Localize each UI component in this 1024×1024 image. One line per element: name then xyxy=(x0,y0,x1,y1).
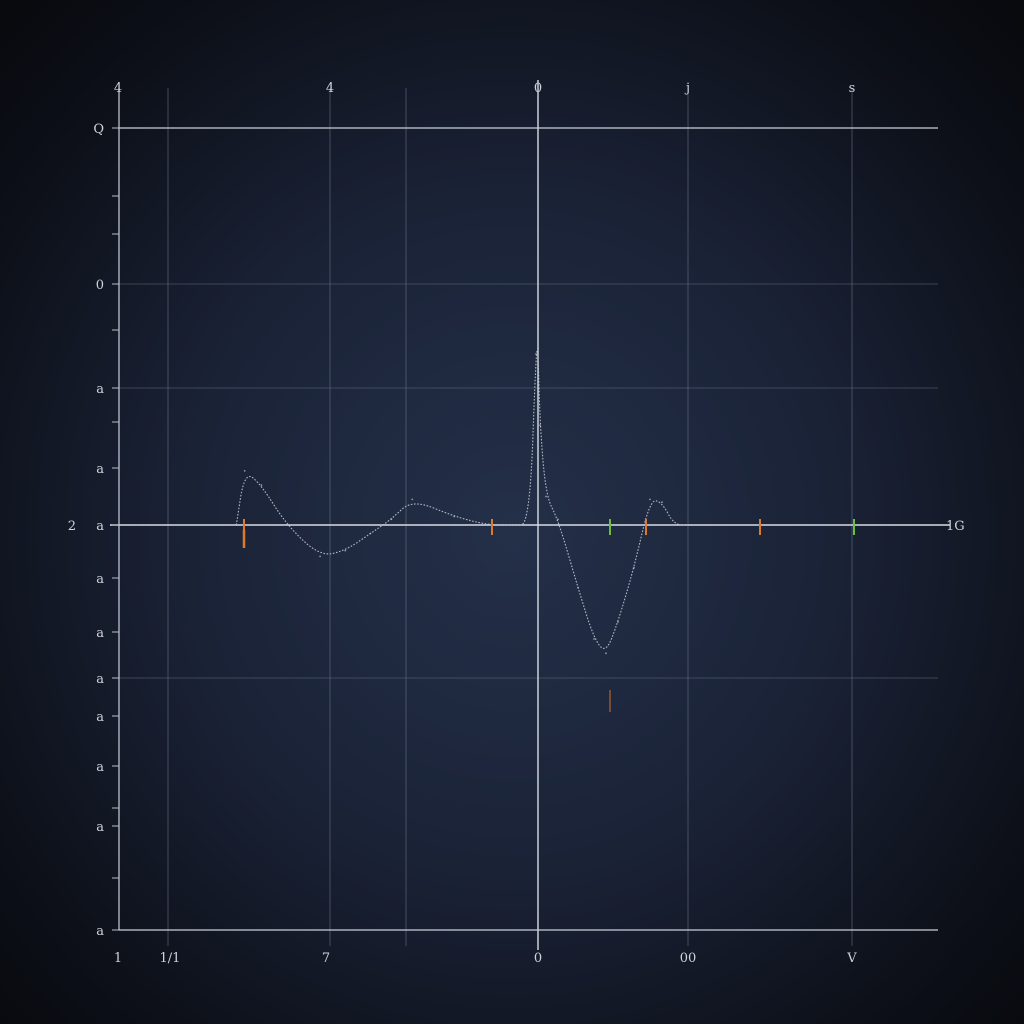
series-point xyxy=(633,566,635,569)
bottom-tick-label: 00 xyxy=(680,951,697,966)
left-tick-label: 0 xyxy=(96,278,104,293)
top-tick-label: j xyxy=(684,81,690,96)
series-point xyxy=(537,347,539,350)
series-point xyxy=(243,470,246,472)
top-tick-label: 4 xyxy=(326,81,334,96)
series-point xyxy=(260,484,263,486)
series-point xyxy=(689,524,691,526)
top-tick-label: 4 xyxy=(114,81,122,96)
bottom-tick-label: 1/1 xyxy=(160,951,181,966)
left-tick-label: a xyxy=(96,760,104,775)
zero-line-right-label: 1G xyxy=(946,519,965,534)
series-point xyxy=(512,524,514,526)
series-point xyxy=(557,518,559,521)
series-point xyxy=(369,532,372,535)
series-point xyxy=(661,501,663,504)
grid xyxy=(110,80,950,950)
series-point xyxy=(486,524,489,526)
series-point xyxy=(453,515,456,518)
series-point xyxy=(539,424,541,427)
markers xyxy=(242,519,855,712)
left-tick-label: a xyxy=(96,820,104,835)
series xyxy=(235,347,691,655)
left-tick-label: a xyxy=(96,626,104,641)
series-point xyxy=(673,524,675,526)
top-tick-label: s xyxy=(849,81,856,96)
series-point xyxy=(390,518,393,521)
left-tick-label: a xyxy=(96,382,104,397)
bottom-tick-label: 1 xyxy=(114,951,122,966)
axes xyxy=(118,88,938,931)
series-point xyxy=(617,621,619,623)
series-point xyxy=(411,498,414,501)
bottom-tick-label: V xyxy=(846,951,857,966)
left-tick-label: a xyxy=(96,572,104,587)
left-tick-label: Q xyxy=(93,122,104,137)
series-point xyxy=(535,353,537,355)
series-point xyxy=(285,524,288,526)
zero-line-left-label: 2 xyxy=(68,519,76,534)
series-line-0 xyxy=(235,350,690,649)
left-tick-label: a xyxy=(96,710,104,725)
bottom-tick-label: 0 xyxy=(534,951,542,966)
series-point xyxy=(545,495,547,498)
left-tick-label: a xyxy=(96,462,104,477)
series-point xyxy=(593,638,595,640)
series-point xyxy=(235,524,238,526)
bottom-tick-label: 7 xyxy=(322,951,330,966)
series-point xyxy=(649,498,651,501)
series-point xyxy=(577,586,579,589)
left-tick-label: a xyxy=(96,672,104,687)
series-point xyxy=(605,652,607,655)
series-point xyxy=(528,524,531,526)
top-tick-label: 0 xyxy=(534,81,542,96)
series-point xyxy=(319,555,321,558)
series-point xyxy=(344,549,347,552)
left-tick-label: a xyxy=(96,519,104,534)
left-tick-label: a xyxy=(96,924,104,939)
